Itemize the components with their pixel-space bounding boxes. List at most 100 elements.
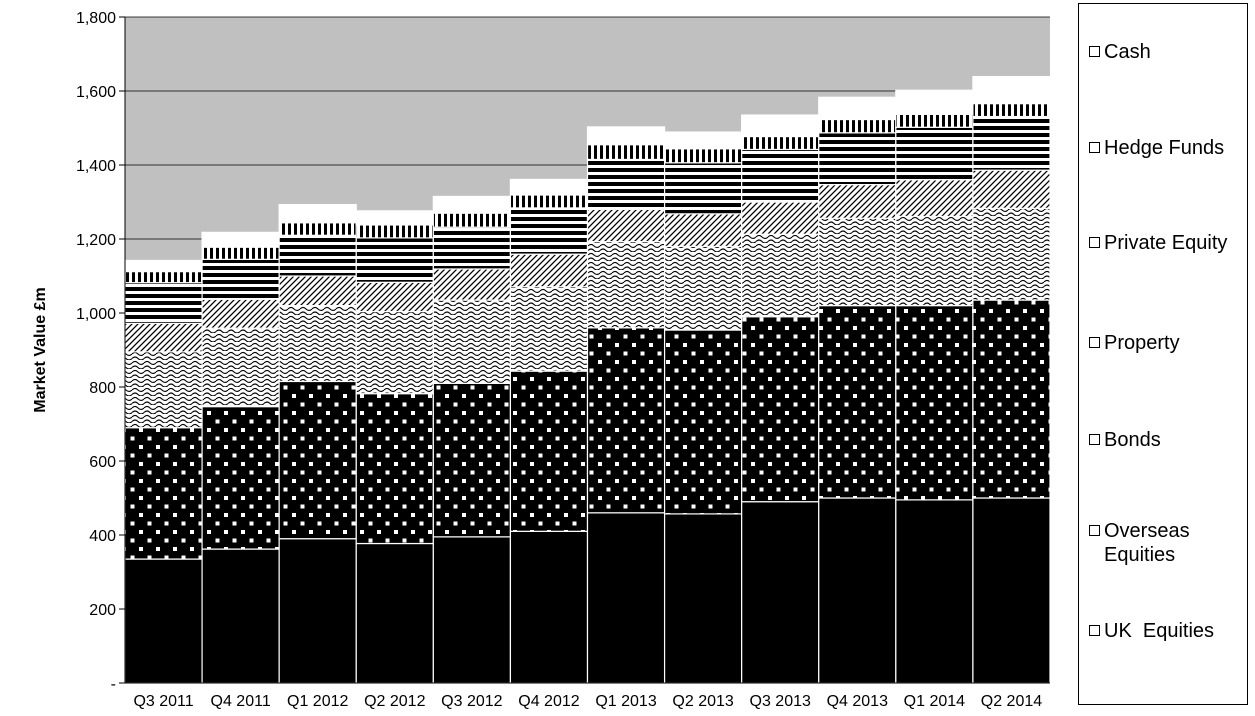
bar-bonds-q2-2012: [355, 310, 434, 395]
legend-swatch: [1089, 434, 1100, 445]
bar-hedge-funds-q4-2011: [201, 246, 280, 260]
bar-cash-q2-2012: [355, 210, 434, 226]
x-tick-label: Q4 2012: [518, 693, 579, 710]
bar-uk-equities-q2-2012: [355, 542, 434, 684]
legend-label: Overseas Equities: [1104, 520, 1196, 566]
bar-private-equity-q2-2014: [972, 115, 1051, 171]
bar-cash-q2-2013: [663, 131, 743, 150]
bar-bonds-q4-2012: [509, 286, 589, 372]
y-tick-label: 400: [89, 528, 116, 545]
bar-bonds-q2-2013: [663, 245, 743, 331]
bar-overseas-equities-q1-2012: [278, 380, 357, 540]
y-tick-label: 1,200: [76, 232, 116, 249]
bar-property-q3-2011: [124, 322, 203, 353]
y-tick-label: 800: [89, 380, 116, 397]
bar-uk-equities-q1-2013: [586, 512, 666, 684]
legend-label: Private Equity: [1104, 232, 1228, 254]
bar-bonds-q4-2011: [201, 327, 280, 408]
bar-hedge-funds-q1-2012: [278, 222, 357, 236]
legend-item-hedge-funds: Hedge Funds: [1089, 136, 1245, 160]
y-tick-label: 1,400: [76, 158, 116, 175]
x-tick-label: Q3 2012: [441, 693, 502, 710]
bar-uk-equities-q1-2012: [278, 538, 357, 684]
bar-bonds-q1-2014: [895, 215, 974, 307]
bar-bonds-q2-2014: [972, 207, 1051, 301]
legend-swatch: [1089, 625, 1100, 636]
bar-property-q4-2013: [818, 184, 897, 219]
x-tick-label: Q4 2011: [211, 693, 271, 710]
bar-hedge-funds-q2-2012: [355, 224, 434, 239]
legend-swatch: [1089, 525, 1100, 536]
bar-property-q4-2011: [201, 298, 280, 329]
bar-bonds-q3-2011: [124, 351, 203, 429]
bar-bonds-q3-2013: [741, 233, 820, 318]
bar-hedge-funds-q2-2013: [663, 148, 743, 164]
bar-hedge-funds-q3-2011: [124, 270, 203, 284]
bar-private-equity-q1-2013: [586, 158, 666, 210]
legend: Cash Hedge Funds Private Equity Property Bon…: [1078, 3, 1248, 705]
bar-hedge-funds-q4-2012: [509, 194, 589, 209]
bar-property-q2-2014: [972, 169, 1051, 209]
bar-hedge-funds-q3-2012: [432, 212, 512, 228]
bar-overseas-equities-q4-2011: [201, 406, 280, 550]
legend-swatch: [1089, 142, 1100, 153]
bar-overseas-equities-q3-2011: [124, 427, 203, 560]
bar-hedge-funds-q1-2014: [895, 113, 974, 128]
x-tick-label: Q1 2012: [287, 693, 348, 710]
bar-overseas-equities-q1-2014: [895, 305, 974, 501]
bar-property-q1-2013: [586, 208, 666, 243]
legend-item-cash: Cash: [1089, 40, 1245, 64]
bar-cash-q3-2012: [432, 195, 512, 214]
bar-overseas-equities-q3-2012: [432, 382, 512, 538]
x-tick-label: Q3 2013: [750, 693, 811, 710]
bar-overseas-equities-q3-2013: [741, 316, 820, 503]
bar-property-q2-2013: [663, 213, 743, 247]
bar-cash-q4-2012: [509, 178, 589, 196]
bar-hedge-funds-q2-2014: [972, 102, 1051, 118]
bar-hedge-funds-q4-2013: [818, 118, 897, 134]
bar-hedge-funds-q1-2013: [586, 144, 666, 161]
bar-private-equity-q3-2013: [741, 148, 820, 203]
bar-property-q4-2012: [509, 253, 589, 288]
bar-bonds-q1-2012: [278, 305, 357, 383]
bar-property-q3-2012: [432, 268, 512, 301]
y-tick-label: 1,600: [76, 84, 116, 101]
bar-private-equity-q1-2012: [278, 234, 357, 277]
bar-overseas-equities-q2-2012: [355, 393, 434, 545]
bar-cash-q4-2011: [201, 231, 280, 248]
bar-private-equity-q4-2011: [201, 258, 280, 300]
bar-bonds-q1-2013: [586, 240, 666, 329]
stacked-bar-chart: - 200 400 600 800 1,000 1,200 1,400 1,600 1,800 Q…: [32, 10, 1051, 710]
bar-uk-equities-q4-2012: [509, 530, 589, 684]
bar-private-equity-q2-2013: [663, 162, 743, 215]
bar-uk-equities-q4-2011: [201, 548, 280, 684]
y-tick-label: 600: [89, 454, 116, 471]
bar-cash-q1-2014: [895, 89, 974, 115]
x-tick-label: Q2 2014: [981, 693, 1042, 710]
bar-private-equity-q4-2013: [818, 132, 897, 186]
bar-uk-equities-q3-2011: [124, 558, 203, 684]
legend-swatch: [1089, 337, 1100, 348]
bar-cash-q3-2013: [741, 114, 820, 138]
bar-overseas-equities-q2-2014: [972, 299, 1051, 499]
bar-private-equity-q3-2012: [432, 226, 512, 270]
legend-item-private-equity: Private Equity: [1089, 231, 1245, 255]
x-axis: Q3 2011 Q4 2011 Q1 2012 Q2 2012 Q3 2012 Q4 20…: [125, 682, 1050, 710]
bar-cash-q3-2011: [124, 259, 203, 273]
legend-item-bonds: Bonds: [1089, 428, 1245, 452]
y-tick-label: 200: [89, 602, 116, 619]
x-tick-label: Q4 2013: [827, 693, 888, 710]
bar-bonds-q3-2012: [432, 299, 512, 384]
legend-item-overseas-equities: Overseas Equities: [1089, 519, 1245, 567]
bar-overseas-equities-q1-2013: [586, 327, 666, 514]
bar-uk-equities-q1-2014: [895, 499, 974, 684]
legend-label: Property: [1104, 332, 1180, 354]
bar-cash-q1-2012: [278, 203, 357, 224]
x-tick-label: Q2 2012: [364, 693, 425, 710]
y-tick-label: -: [111, 676, 116, 693]
bar-cash-q4-2013: [818, 96, 897, 121]
x-tick-label: Q3 2011: [133, 693, 193, 710]
bar-property-q1-2014: [895, 179, 974, 218]
legend-label: Hedge Funds: [1104, 137, 1225, 159]
bar-uk-equities-q3-2013: [741, 501, 820, 684]
